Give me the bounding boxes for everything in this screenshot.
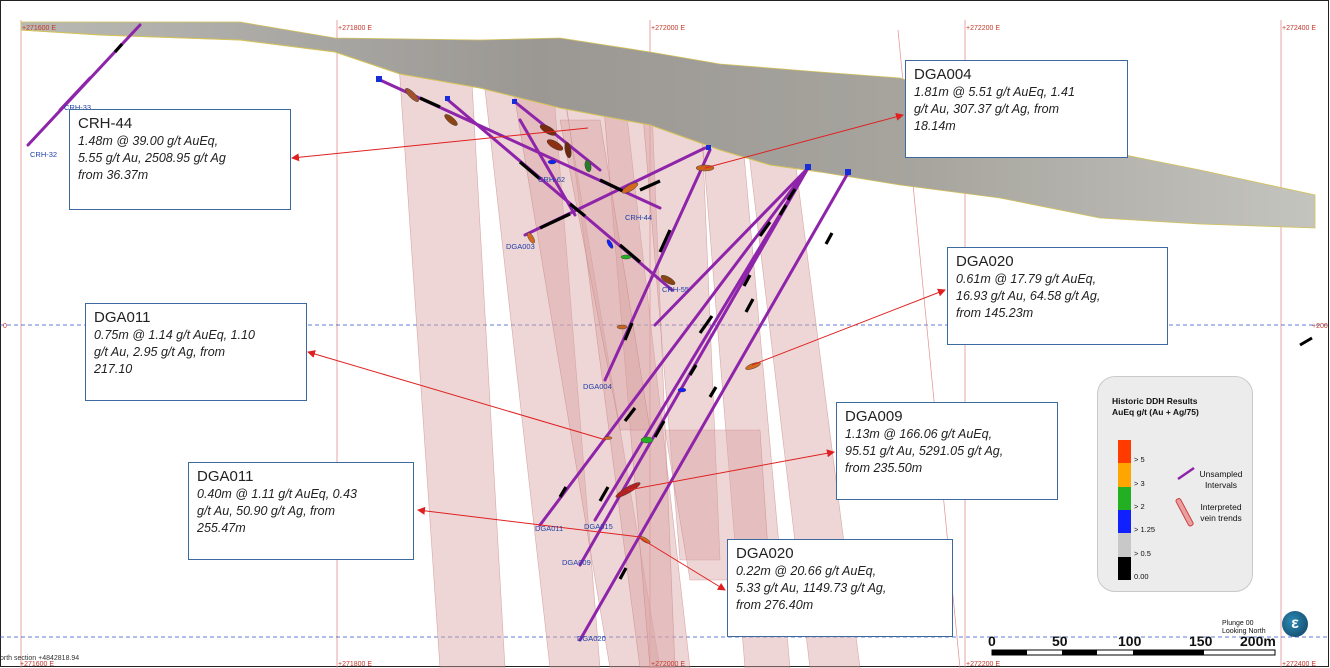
callout-dga009: DGA009 1.13m @ 166.06 g/t AuEq, 95.51 g/… (836, 402, 1058, 500)
intercept-discs (405, 88, 761, 544)
grid-label-top-1: +271600 E (22, 25, 56, 32)
callout-hole-name: DGA011 (94, 309, 151, 326)
grid-label-bottom-3: +272000 E (651, 661, 685, 668)
callout-result-line: from 235.50m (845, 461, 923, 475)
grid-label-bottom-5: +272400 E (1282, 661, 1316, 668)
interval-marks (113, 42, 834, 580)
callout-dga011-upper: DGA011 0.75m @ 1.14 g/t AuEq, 1.10 g/t A… (85, 303, 307, 401)
legend-color-bar (1118, 440, 1131, 580)
hole-label-crh32: CRH-32 (30, 150, 57, 159)
legend-bin-label: 0.00 (1134, 572, 1149, 581)
legend-swatch (1118, 463, 1131, 487)
callout-result-line: 1.81m @ 5.51 g/t AuEq, 1.41 (914, 85, 1075, 99)
legend-swatch (1118, 533, 1131, 557)
callout-result-line: g/t Au, 2.95 g/t Ag, from (94, 345, 226, 359)
plunge-label: Plunge 00 Looking North (1222, 620, 1266, 635)
scale-label-100: 100 (1118, 633, 1142, 649)
callout-result-line: 0.61m @ 17.79 g/t AuEq, (956, 272, 1097, 286)
legend-title-line2: AuEq g/t (Au + Ag/75) (1112, 407, 1199, 417)
callout-result-line: 217.10 (94, 362, 133, 376)
vein-trend-icon (1175, 498, 1194, 527)
callout-hole-name: DGA009 (845, 408, 903, 425)
legend-bin-label: > 1.25 (1134, 525, 1156, 535)
callout-hole-name: CRH-44 (78, 115, 133, 132)
callout-result-line: 16.93 g/t Au, 64.58 g/t Ag, (956, 289, 1101, 303)
collars (376, 76, 851, 175)
hole-label-crh33: CRH-33 (64, 103, 91, 112)
scale-label-50: 50 (1052, 633, 1068, 649)
grid-label-top-5: +272400 E (1282, 25, 1316, 32)
section-label: orth section +4842818.94 (0, 655, 80, 662)
legend-title-line1: Historic DDH Results (1112, 396, 1198, 406)
hole-label-crh55: CRH-55 (662, 285, 689, 294)
callout-result-line: from 276.40m (736, 598, 814, 612)
hole-label-dga020: DGA020 (577, 634, 606, 643)
vein-trends (397, 44, 861, 668)
callout-result-line: from 145.23m (956, 306, 1034, 320)
legend-swatch (1118, 486, 1131, 510)
legend: Historic DDH Results AuEq g/t (Au + Ag/7… (1097, 376, 1253, 592)
grid-label-bottom-1: +271600 E (20, 661, 54, 668)
hole-label-crh62: CRH-62 (538, 175, 565, 184)
hole-label-dga004: DGA004 (583, 382, 612, 391)
callout-result-line: 0.40m @ 1.11 g/t AuEq, 0.43 (197, 487, 358, 501)
hole-label-dga011: DGA011 (535, 524, 563, 533)
callout-arrows (291, 112, 946, 591)
scale-label-0: 0 (988, 633, 996, 649)
callout-result-line: 5.55 g/t Au, 2508.95 g/t Ag (78, 151, 226, 165)
hole-label-dga009: DGA009 (562, 558, 591, 567)
callout-result-line: 0.75m @ 1.14 g/t AuEq, 1.10 (94, 328, 255, 342)
callout-result-line: from 36.37m (78, 168, 149, 182)
hole-label-crh44: CRH-44 (625, 213, 652, 222)
callout-crh44: CRH-44 1.48m @ 39.00 g/t AuEq, 5.55 g/t … (69, 109, 291, 210)
legend-bin-label: > 3 (1134, 478, 1145, 488)
callout-result-line: g/t Au, 50.90 g/t Ag, from (197, 504, 336, 518)
legend-swatch (1118, 556, 1131, 580)
callout-hole-name: DGA004 (914, 66, 972, 83)
legend-bin-label: > 0.5 (1134, 548, 1151, 558)
grid-label-top-3: +272000 E (651, 25, 685, 32)
scale-bar (991, 649, 1276, 656)
elev-label-right: +200 (1312, 323, 1328, 330)
callout-result-line: 95.51 g/t Au, 5291.05 g/t Ag, (845, 444, 1004, 458)
vein-trend-label: Interpreted vein trends (1200, 502, 1242, 523)
callout-hole-name: DGA020 (956, 253, 1014, 270)
callout-hole-name: DGA020 (736, 545, 794, 562)
legend-bin-label: > 2 (1134, 502, 1145, 511)
callout-result-line: g/t Au, 307.37 g/t Ag, from (914, 102, 1059, 116)
legend-bin-label: > 5 (1134, 455, 1145, 465)
callout-result-line: 255.47m (197, 521, 246, 535)
callout-result-line: 1.13m @ 166.06 g/t AuEq, (845, 427, 993, 441)
callout-dga020-lower: DGA020 0.22m @ 20.66 g/t AuEq, 5.33 g/t … (727, 539, 953, 637)
scale-label-150: 150 (1189, 633, 1213, 649)
legend-swatch (1118, 440, 1131, 464)
hole-label-dga015: DGA015 (584, 522, 613, 531)
company-logo: ε (1282, 611, 1308, 637)
grid-label-top-2: +271800 E (338, 25, 372, 32)
callout-result-line: 0.22m @ 20.66 g/t AuEq, (736, 564, 877, 578)
scale-label-200: 200m (1240, 633, 1276, 649)
hole-label-dga003: DGA003 (506, 242, 535, 251)
callout-result-line: 1.48m @ 39.00 g/t AuEq, (78, 134, 219, 148)
grid-label-bottom-4: +272200 E (966, 661, 1000, 668)
grid-label-bottom-2: +271800 E (338, 661, 372, 668)
elev-label-left: 0 (3, 323, 7, 330)
callout-hole-name: DGA011 (197, 468, 254, 485)
grid-label-top-4: +272200 E (966, 25, 1000, 32)
callout-dga020-upper: DGA020 0.61m @ 17.79 g/t AuEq, 16.93 g/t… (947, 247, 1168, 345)
unsampled-icon (1177, 466, 1195, 481)
callout-dga004: DGA004 1.81m @ 5.51 g/t AuEq, 1.41 g/t A… (905, 60, 1128, 158)
unsampled-label: Unsampled Intervals (1199, 469, 1243, 490)
callout-result-line: 5.33 g/t Au, 1149.73 g/t Ag, (736, 581, 887, 595)
legend-swatch (1118, 510, 1131, 534)
callout-result-line: 18.14m (914, 119, 956, 133)
legend-title: Historic DDH Results AuEq g/t (Au + Ag/7… (1112, 396, 1199, 418)
callout-dga011-lower: DGA011 0.40m @ 1.11 g/t AuEq, 0.43 g/t A… (188, 462, 414, 560)
